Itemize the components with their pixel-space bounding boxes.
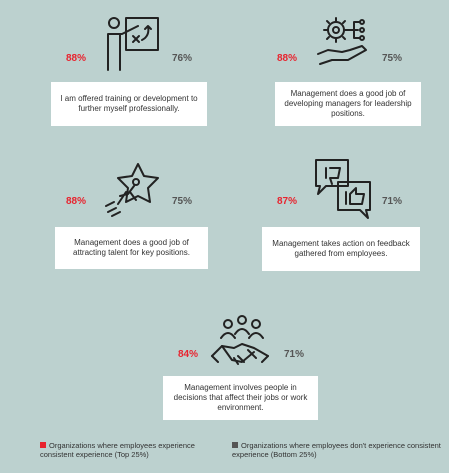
bottom-percent: 71% xyxy=(382,196,403,207)
hand-gear-icon xyxy=(317,17,367,65)
statement-card: Management involves people in decisions … xyxy=(163,376,318,420)
team-handshake-icon xyxy=(211,315,269,365)
statement-card: Management does a good job of developing… xyxy=(275,82,421,126)
legend-top: Organizations where employees experience… xyxy=(40,441,220,459)
top-percent: 88% xyxy=(66,196,87,207)
bottom-percent: 75% xyxy=(382,53,403,64)
top-percent: 87% xyxy=(277,196,298,207)
legend-bottom: Organizations where employees don't expe… xyxy=(232,441,442,459)
legend-swatch-red xyxy=(40,442,46,448)
top-percent: 88% xyxy=(277,53,298,64)
statement-card: I am offered training or development to … xyxy=(51,82,207,126)
star-runner-icon xyxy=(105,163,159,217)
top-percent: 88% xyxy=(66,53,87,64)
statement-card: Management does a good job of attracting… xyxy=(55,227,208,269)
legend-bottom-label: Organizations where employees don't expe… xyxy=(232,441,441,459)
thumbs-feedback-icon xyxy=(315,159,371,219)
bottom-percent: 76% xyxy=(172,53,193,64)
top-percent: 84% xyxy=(178,349,199,360)
training-board-icon xyxy=(107,17,159,71)
legend-swatch-gray xyxy=(232,442,238,448)
statement-card: Management takes action on feedback gath… xyxy=(262,227,420,271)
bottom-percent: 71% xyxy=(284,349,305,360)
bottom-percent: 75% xyxy=(172,196,193,207)
legend-top-label: Organizations where employees experience… xyxy=(40,441,195,459)
